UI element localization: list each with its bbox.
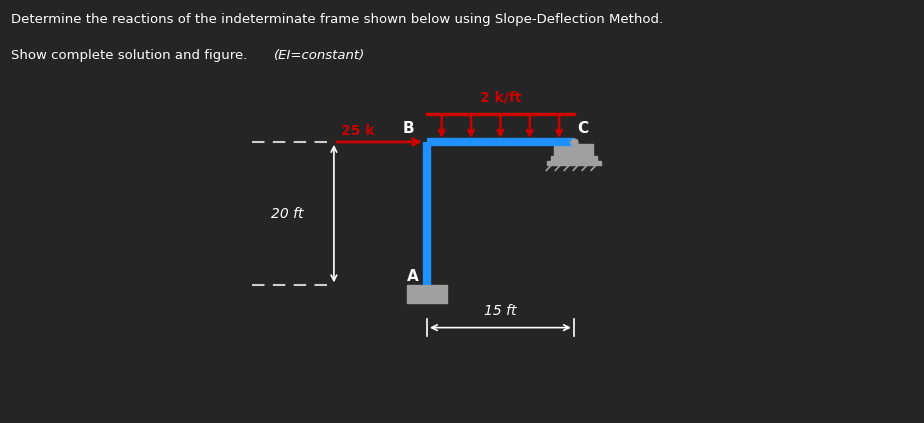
Text: 15 ft: 15 ft: [484, 305, 517, 319]
Text: C: C: [578, 121, 589, 136]
Text: Determine the reactions of the indeterminate frame shown below using Slope-Defle: Determine the reactions of the indetermi…: [11, 13, 663, 26]
Bar: [551, 156, 597, 161]
Text: 25 k: 25 k: [341, 124, 374, 138]
Text: (EI=constant): (EI=constant): [274, 49, 366, 62]
Bar: [547, 161, 601, 165]
Bar: [407, 285, 446, 303]
Text: B: B: [403, 121, 414, 136]
Text: A: A: [407, 269, 419, 284]
Text: 2 k/ft: 2 k/ft: [480, 91, 521, 104]
Text: Show complete solution and figure.: Show complete solution and figure.: [11, 49, 251, 62]
Text: 20 ft: 20 ft: [271, 206, 304, 221]
Bar: [554, 143, 593, 156]
